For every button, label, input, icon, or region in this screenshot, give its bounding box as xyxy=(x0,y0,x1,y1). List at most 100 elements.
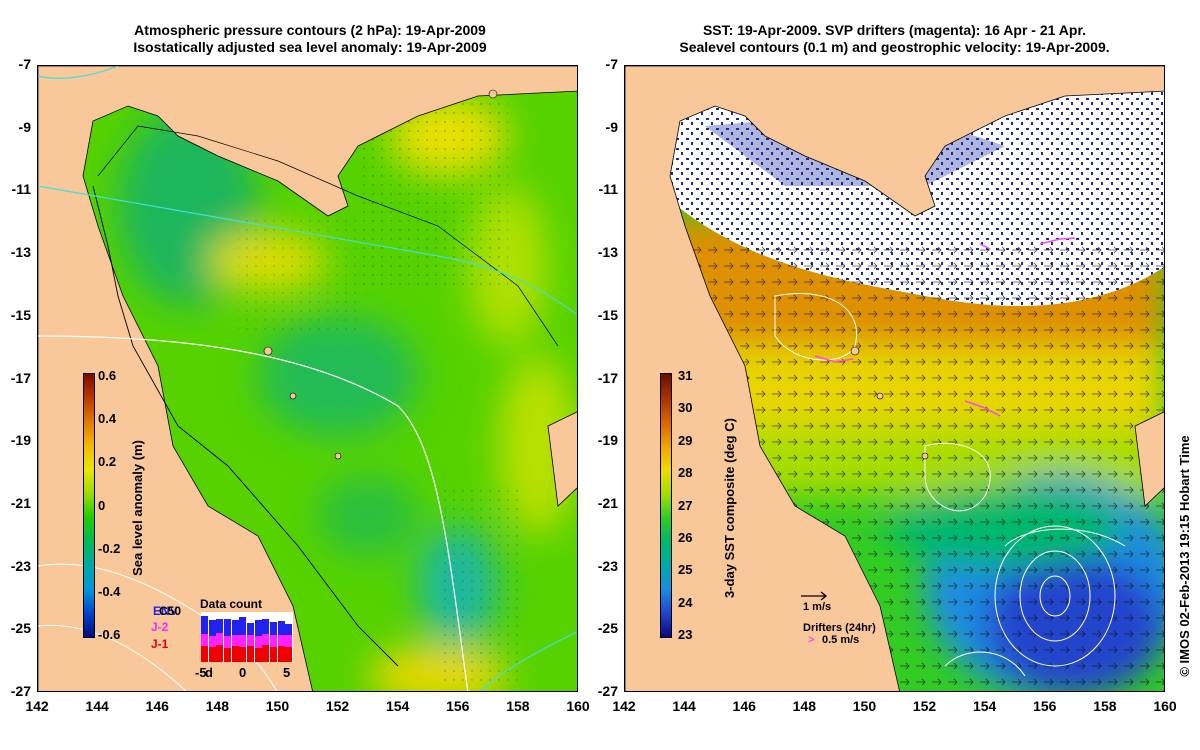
data-count-bar xyxy=(231,620,239,635)
data-count-bar xyxy=(239,617,247,635)
left-latitude-tick: -25 xyxy=(10,620,31,637)
left-longitude-tick: 146 xyxy=(145,698,169,714)
right-latitude-tick: -19 xyxy=(597,432,618,449)
data-count-bar xyxy=(285,647,293,662)
data-count-bar xyxy=(270,647,278,662)
drifters-speed-label: 0.5 m/s xyxy=(822,634,860,646)
data-count-bar xyxy=(254,620,262,636)
sea-level-colorbar-tick: 0.2 xyxy=(98,454,117,470)
data-count-bar xyxy=(224,636,232,648)
right-latitude-tick: -17 xyxy=(597,369,618,386)
data-count-axis-unit: d xyxy=(205,665,213,680)
data-count-bar xyxy=(208,647,216,662)
right-longitude-tick: 158 xyxy=(1093,698,1117,714)
left-longitude-tick: 142 xyxy=(25,698,49,714)
data-count-bar xyxy=(262,645,270,662)
sea-level-colorbar-tick: -0.2 xyxy=(98,540,121,556)
drifters-legend-title: Drifters (24hr) xyxy=(803,622,876,634)
left-longitude-tick: 158 xyxy=(506,698,530,714)
left-latitude-tick: -7 xyxy=(18,56,31,72)
data-count-bar xyxy=(270,622,278,635)
right-latitude-tick: -15 xyxy=(597,306,618,323)
left-longitude-tick: 154 xyxy=(385,698,410,714)
right-map-title: SST: 19-Apr-2009. SVP drifters (magenta)… xyxy=(622,22,1167,56)
satellite-label: J-2 xyxy=(151,620,169,634)
left-longitude-tick: 152 xyxy=(325,698,350,714)
right-longitude-tick: 156 xyxy=(1033,698,1057,714)
drifter-marker-icon: > xyxy=(808,634,815,646)
satellite-label: ENV xyxy=(153,604,178,618)
sst-colorbar-tick: 29 xyxy=(678,432,693,448)
left-longitude-tick: 156 xyxy=(446,698,470,714)
data-count-bar xyxy=(239,647,247,662)
satellite-label: C50 xyxy=(159,604,182,618)
right-title-line2: Sealevel contours (0.1 m) and geostrophi… xyxy=(679,39,1110,55)
sst-map-graphic xyxy=(625,66,1164,691)
right-longitude-tick: 146 xyxy=(732,698,756,714)
data-count-bar xyxy=(262,619,270,634)
right-longitude-tick: 142 xyxy=(612,698,636,714)
satellite-label: J-1 xyxy=(151,637,169,651)
data-count-bar xyxy=(201,634,209,646)
data-count-bar xyxy=(254,648,262,662)
data-count-bar xyxy=(277,635,285,646)
left-map-title: Atmospheric pressure contours (2 hPa): 1… xyxy=(40,22,580,56)
data-count-bar xyxy=(239,635,247,647)
sea-level-map-graphic xyxy=(38,66,577,691)
left-title-line1: Atmospheric pressure contours (2 hPa): 1… xyxy=(134,22,486,38)
sst-colorbar-tick: 24 xyxy=(678,594,693,610)
left-latitude-tick: -15 xyxy=(10,306,31,323)
right-longitude-tick: 152 xyxy=(912,698,937,714)
right-latitude-tick: -25 xyxy=(597,620,618,637)
data-count-bar xyxy=(285,635,293,647)
velocity-arrow-icon xyxy=(801,591,828,601)
right-longitude-tick: 150 xyxy=(852,698,877,714)
left-longitude-tick: 144 xyxy=(85,698,109,714)
data-count-bar xyxy=(277,646,285,662)
data-count-title: Data count xyxy=(200,597,263,611)
left-latitude-tick: -9 xyxy=(18,118,31,135)
sea-level-colorbar-tick: -0.6 xyxy=(98,627,121,642)
data-count-bar xyxy=(216,645,224,662)
data-count-bar xyxy=(201,646,209,662)
data-count-bar xyxy=(247,623,255,635)
sea-level-colorbar-tick: 0.4 xyxy=(98,411,117,427)
left-latitude-tick: -17 xyxy=(10,369,31,386)
data-count-axis-tick: 0 xyxy=(239,665,247,680)
sst-colorbar-tick: 26 xyxy=(678,529,693,545)
data-count-axis-tick: -5 xyxy=(195,665,207,680)
data-count-bar xyxy=(254,636,262,648)
sst-colorbar-tick: 31 xyxy=(678,368,693,383)
data-count-bar xyxy=(216,619,224,633)
data-count-bar xyxy=(277,621,285,635)
data-count-axis-tick: 5 xyxy=(283,665,291,680)
data-count-bar xyxy=(208,636,216,647)
data-count-bar xyxy=(247,646,255,662)
left-latitude-tick: -13 xyxy=(10,244,31,261)
left-latitude-tick: -27 xyxy=(10,683,31,699)
velocity-scale-label: 1 m/s xyxy=(803,601,832,613)
data-count-bar xyxy=(231,646,239,662)
sea-level-colorbar-label: Sea level anomaly (m) xyxy=(130,440,145,576)
sst-colorbar-tick: 28 xyxy=(678,465,693,481)
right-latitude-tick: -9 xyxy=(605,118,618,135)
left-longitude-tick: 148 xyxy=(205,698,229,714)
sst-map xyxy=(624,65,1165,692)
data-count-bar xyxy=(224,648,232,662)
right-latitude-tick: -27 xyxy=(597,683,618,699)
data-count-bar xyxy=(285,624,293,635)
left-latitude-tick: -21 xyxy=(10,494,31,511)
right-longitude-tick: 148 xyxy=(792,698,816,714)
sst-colorbar-tick: 25 xyxy=(678,562,693,578)
right-longitude-tick: 144 xyxy=(672,698,696,714)
left-longitude-tick: 160 xyxy=(566,698,590,714)
credit-text: © IMOS 02-Feb-2013 19:15 Hobart Time xyxy=(1177,435,1192,677)
data-count-bar xyxy=(224,619,232,636)
right-latitude-tick: -21 xyxy=(597,494,618,511)
sea-level-anomaly-map xyxy=(37,65,578,692)
sst-colorbar-tick: 23 xyxy=(678,627,693,642)
sea-level-colorbar-tick: 0 xyxy=(98,497,106,513)
data-count-bar xyxy=(201,616,209,634)
right-latitude-tick: -23 xyxy=(597,557,618,574)
left-longitude-tick: 150 xyxy=(265,698,290,714)
